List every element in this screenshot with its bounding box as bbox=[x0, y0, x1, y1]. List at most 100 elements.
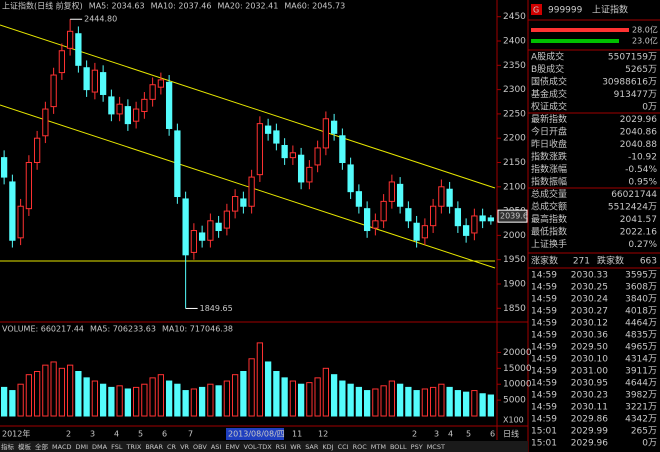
toolbar-tab[interactable]: PSY bbox=[411, 443, 423, 451]
x-tick-label: 3 bbox=[90, 430, 95, 439]
toolbar-tab[interactable]: OBV bbox=[193, 443, 207, 451]
tick-volume: 3911万 bbox=[625, 367, 657, 377]
toolbar-bg bbox=[0, 441, 528, 452]
volume-bar bbox=[322, 367, 330, 417]
toolbar-tab[interactable]: 全部 bbox=[35, 442, 49, 451]
candle-body bbox=[339, 135, 346, 163]
tick-volume: 4965万 bbox=[625, 343, 657, 353]
volume-bar bbox=[297, 383, 305, 417]
toolbar-tab[interactable]: WR bbox=[290, 443, 301, 451]
toolbar-tab[interactable]: MTM bbox=[371, 443, 386, 451]
y-tick-label: 1850 bbox=[503, 304, 526, 314]
volume-bar bbox=[116, 385, 123, 417]
candle-body bbox=[248, 176, 255, 207]
row-label: 指数涨跌 bbox=[531, 151, 567, 163]
volume-bar bbox=[157, 374, 165, 417]
toolbar-tab[interactable]: CCI bbox=[338, 443, 349, 451]
tick-price: 2030.11 bbox=[571, 403, 608, 413]
price-chart: 上证指数(日线 前复权) MA5: 2034.63 MA10: 2037.46 MA2… bbox=[0, 1, 528, 440]
candle-body bbox=[190, 230, 198, 253]
toolbar-tab[interactable]: BRAR bbox=[145, 443, 163, 451]
candle-body bbox=[66, 30, 74, 49]
toolbar-tab[interactable]: VOL-TDX bbox=[244, 443, 273, 451]
indicator-label: MA5: 706233.63 bbox=[90, 325, 156, 334]
candle-body bbox=[17, 205, 24, 239]
toolbar-tab[interactable]: SAR bbox=[305, 443, 319, 451]
volume-bar bbox=[396, 383, 404, 417]
toolbar-tab[interactable]: VR bbox=[180, 443, 189, 451]
candle-body bbox=[91, 69, 99, 93]
trend-channel bbox=[0, 104, 496, 269]
candle-body bbox=[330, 120, 338, 134]
candle-body bbox=[306, 166, 313, 183]
y-tick-label: 2250 bbox=[503, 109, 526, 119]
candle-body bbox=[438, 186, 445, 207]
up-bar bbox=[531, 28, 629, 32]
volume-bar bbox=[330, 374, 338, 417]
y-tick-label: 2400 bbox=[503, 37, 526, 47]
candle-body bbox=[50, 74, 57, 108]
tick-volume: 4342万 bbox=[625, 415, 657, 425]
toolbar-tab[interactable]: RSI bbox=[276, 443, 287, 451]
candle-body bbox=[9, 181, 16, 241]
toolbar-tab[interactable]: CR bbox=[167, 443, 177, 451]
toolbar-tab[interactable]: TRIX bbox=[125, 443, 141, 451]
toolbar-tab[interactable]: KDJ bbox=[322, 443, 333, 451]
candle-body bbox=[223, 210, 231, 229]
trend-channel bbox=[0, 24, 496, 189]
candle-body bbox=[0, 157, 8, 178]
toolbar-tab[interactable]: DMA bbox=[92, 443, 108, 451]
volume-bar bbox=[487, 394, 495, 417]
toolbar-tab[interactable]: ROC bbox=[353, 443, 368, 451]
unit-label: X100 bbox=[503, 416, 524, 425]
toolbar-tab[interactable]: 模板 bbox=[18, 442, 32, 451]
volume-bar bbox=[339, 380, 346, 417]
candle-body bbox=[165, 81, 173, 129]
candle-body bbox=[33, 137, 41, 163]
tick-volume: 3221万 bbox=[625, 403, 657, 413]
candle-body bbox=[182, 198, 189, 256]
volume-bar bbox=[182, 390, 189, 417]
period-label[interactable]: 日线 bbox=[503, 429, 519, 439]
candle-body bbox=[207, 220, 214, 241]
row-value: 2040.88 bbox=[620, 140, 657, 150]
volume-bar bbox=[50, 361, 57, 417]
indicator-label: MA10: 717046.38 bbox=[162, 325, 233, 334]
row-value: 66021744 bbox=[611, 190, 657, 200]
toolbar-tab[interactable]: 指标 bbox=[1, 442, 15, 451]
tick-price: 2029.50 bbox=[571, 343, 608, 353]
cursor-date-box bbox=[226, 428, 284, 440]
toolbar-tab[interactable]: DMI bbox=[75, 443, 88, 451]
decline-count: 663 bbox=[640, 257, 657, 267]
y-tick-label: 5000 bbox=[503, 396, 526, 406]
tick-time: 14:59 bbox=[531, 367, 557, 377]
y-tick-label: 2100 bbox=[503, 182, 526, 192]
tick-time: 14:59 bbox=[531, 415, 557, 425]
volume-bar bbox=[42, 364, 49, 417]
volume-bar bbox=[314, 377, 321, 417]
candle-body bbox=[83, 67, 90, 91]
volume-bar bbox=[462, 391, 470, 417]
toolbar-tab[interactable]: BOLL bbox=[390, 443, 407, 451]
toolbar-tab[interactable]: MACD bbox=[52, 443, 71, 451]
y-tick-label: 2150 bbox=[503, 158, 526, 168]
toolbar: 指标 模板 全部 MACD DMI DMA FSL TRIX BRAR CR VR OBV ASI EMV… bbox=[0, 429, 528, 452]
toolbar-tab[interactable]: FSL bbox=[111, 443, 123, 451]
volume-bar bbox=[438, 383, 445, 417]
row-label: 最低指数 bbox=[531, 226, 567, 238]
tick-time: 14:59 bbox=[531, 295, 557, 305]
toolbar-tab[interactable]: EMV bbox=[225, 443, 240, 451]
tick-time: 14:59 bbox=[531, 343, 557, 353]
row-value: 5507159万 bbox=[608, 53, 657, 63]
high-annotation: 2444.80 bbox=[84, 15, 117, 24]
candle-body bbox=[363, 208, 371, 232]
volume-bar bbox=[240, 371, 247, 417]
tick-price: 2030.95 bbox=[571, 379, 608, 389]
volume-bar bbox=[9, 390, 16, 417]
index-name: 上证指数 bbox=[592, 4, 628, 16]
toolbar-tab[interactable]: MCST bbox=[427, 443, 445, 451]
tick-price: 2029.86 bbox=[571, 415, 608, 425]
volume-bar bbox=[248, 358, 255, 417]
volume-bar bbox=[207, 383, 214, 417]
toolbar-tab[interactable]: ASI bbox=[211, 443, 222, 451]
